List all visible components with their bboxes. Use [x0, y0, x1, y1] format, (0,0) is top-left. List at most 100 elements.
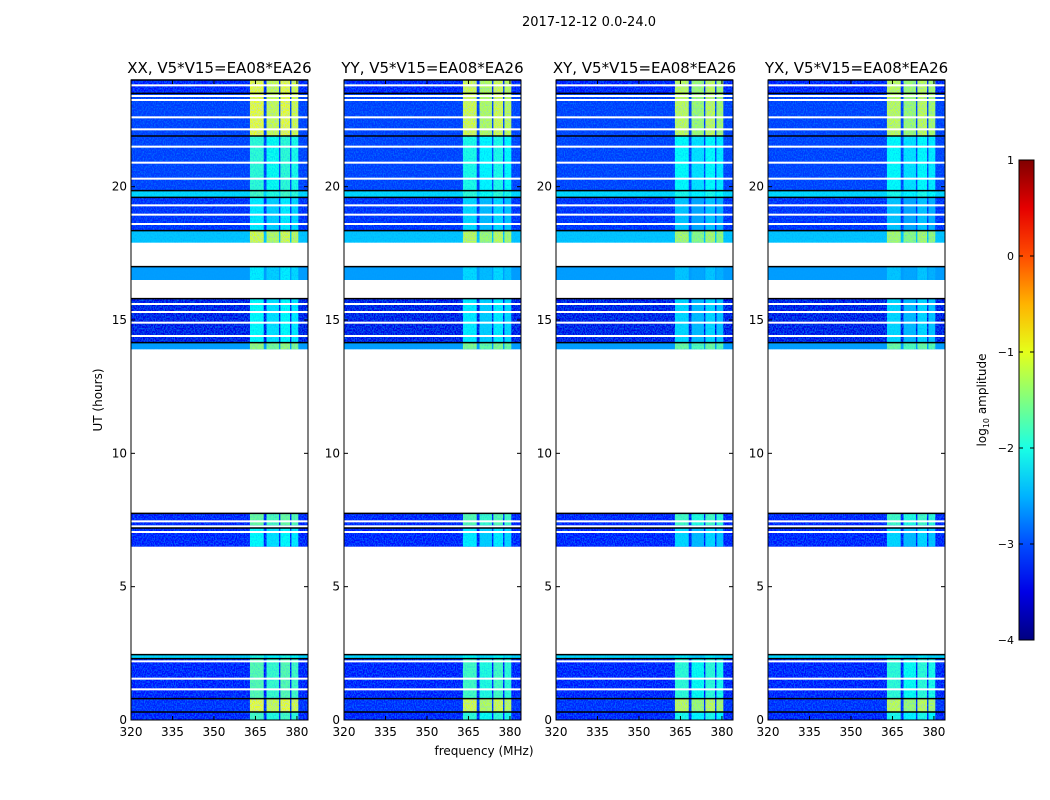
- heatmap-bright-cell: [266, 298, 279, 343]
- panel-title: XX, V5*V15=EA08*EA26: [127, 59, 311, 77]
- heatmap-bright-cell: [249, 528, 264, 547]
- heatmap-bright-cell: [886, 712, 901, 720]
- heatmap-bright-cell: [674, 342, 689, 350]
- heatmap-segment: [344, 190, 521, 198]
- flagged-gap: [131, 213, 308, 216]
- flagged-gap: [556, 531, 733, 533]
- heatmap-bright-cell: [691, 93, 704, 136]
- heatmap-bright-cell: [928, 298, 936, 343]
- heatmap-bright-cell: [674, 528, 689, 547]
- heatmap-bright-cell: [462, 298, 477, 343]
- flagged-gap: [344, 531, 521, 533]
- heatmap-bright-cell: [493, 266, 504, 280]
- heatmap-bright-cell: [691, 190, 704, 198]
- flagged-gap: [556, 311, 733, 313]
- heatmap-bright-cell: [705, 698, 716, 712]
- heatmap-bright-cell: [291, 342, 299, 350]
- heatmap-segment: [768, 712, 945, 720]
- x-tick-label: 350: [203, 725, 226, 739]
- heatmap-bright-cell: [504, 513, 512, 526]
- flagged-gap: [768, 688, 945, 691]
- flagged-gap: [556, 204, 733, 207]
- heatmap-bright-cell: [886, 654, 901, 659]
- panel-title: YY, V5*V15=EA08*EA26: [340, 59, 523, 77]
- heatmap-segment: [131, 190, 308, 198]
- heatmap-bright-cell: [479, 528, 492, 547]
- heatmap-bright-cell: [917, 342, 928, 350]
- heatmap-bright-cell: [716, 528, 724, 547]
- flagged-gap: [556, 688, 733, 691]
- heatmap-bright-cell: [917, 93, 928, 136]
- heatmap-segment: [344, 654, 521, 659]
- colorbar-label: log10 amplitude: [975, 354, 991, 447]
- heatmap-bright-cell: [504, 230, 512, 243]
- colorbar-tick-label: 1: [1007, 154, 1014, 167]
- axes-frame: [343, 79, 522, 721]
- flagged-gap: [556, 321, 733, 324]
- flagged-gap: [768, 660, 945, 663]
- heatmap-bright-cell: [479, 190, 492, 198]
- flagged-gap: [768, 303, 945, 305]
- heatmap-segment: [768, 342, 945, 350]
- heatmap-bright-cell: [493, 698, 504, 712]
- heatmap-bright-cell: [504, 93, 512, 136]
- heatmap-bright-cell: [249, 298, 264, 343]
- axes-frame: [555, 79, 734, 721]
- heatmap-panel: XX, V5*V15=EA08*EA26 320 335 350 365 380 0 5 10 1…: [112, 59, 312, 739]
- flagged-gap: [131, 161, 308, 164]
- flagged-gap: [768, 84, 945, 87]
- flagged-gap: [131, 145, 308, 148]
- heatmap-bright-cell: [266, 342, 279, 350]
- heatmap-bright-cell: [280, 93, 291, 136]
- flagged-gap: [344, 177, 521, 180]
- heatmap-bright-cell: [291, 266, 299, 280]
- heatmap-bright-cell: [903, 266, 916, 280]
- x-tick-label: 320: [333, 725, 356, 739]
- heatmap-bright-cell: [280, 190, 291, 198]
- heatmap-bright-cell: [280, 80, 291, 94]
- heatmap-bright-cell: [493, 80, 504, 94]
- axes-frame: [767, 79, 946, 721]
- heatmap-bright-cell: [493, 93, 504, 136]
- heatmap-bright-cell: [903, 654, 916, 659]
- y-tick-label: 0: [119, 713, 127, 727]
- heatmap-bright-cell: [462, 342, 477, 350]
- heatmap-bright-cell: [462, 528, 477, 547]
- flagged-gap: [344, 321, 521, 324]
- flagged-gap: [768, 520, 945, 523]
- x-tick-label: 350: [840, 725, 863, 739]
- flagged-gap: [344, 335, 521, 337]
- heatmap-bright-cell: [479, 93, 492, 136]
- heatmap-segment: [768, 654, 945, 659]
- heatmap-bright-cell: [886, 698, 901, 712]
- flagged-gap: [768, 99, 945, 101]
- x-tick-label: 365: [881, 725, 904, 739]
- flagged-gap: [131, 128, 308, 131]
- flagged-gap: [556, 99, 733, 101]
- heatmap-bright-cell: [266, 528, 279, 547]
- heatmap-bright-cell: [917, 698, 928, 712]
- heatmap-bright-cell: [266, 80, 279, 94]
- heatmap-bright-cell: [479, 712, 492, 720]
- panel-title: XY, V5*V15=EA08*EA26: [553, 59, 736, 77]
- flagged-gap: [131, 321, 308, 324]
- heatmap-bright-cell: [462, 654, 477, 659]
- heatmap-bright-cell: [716, 266, 724, 280]
- heatmap-bright-cell: [886, 298, 901, 343]
- heatmap-bright-cell: [917, 298, 928, 343]
- heatmap-bright-cell: [504, 298, 512, 343]
- x-tick-label: 335: [586, 725, 609, 739]
- heatmap-bright-cell: [928, 698, 936, 712]
- x-tick-label: 320: [545, 725, 568, 739]
- flagged-gap: [768, 677, 945, 680]
- heatmap-bright-cell: [462, 513, 477, 526]
- heatmap-bright-cell: [716, 80, 724, 94]
- heatmap-bright-cell: [249, 80, 264, 94]
- flagged-gap: [131, 303, 308, 305]
- heatmap-segment: [768, 190, 945, 198]
- flagged-gap: [768, 128, 945, 131]
- heatmap-bright-cell: [504, 528, 512, 547]
- flagged-gap: [768, 335, 945, 337]
- flagged-gap: [556, 95, 733, 97]
